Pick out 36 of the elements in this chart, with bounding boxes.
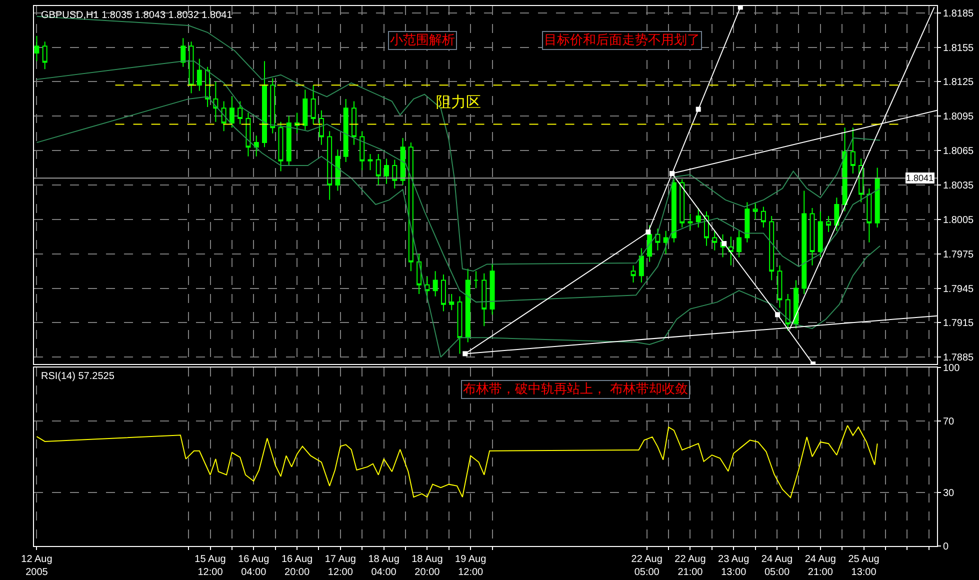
annotation: 布林带，破中轨再站上， 布林带却收敛: [463, 382, 688, 397]
y-tick-label: 1.8035: [943, 180, 974, 192]
x-tick-label: 18 Aug 20:00: [412, 554, 443, 578]
y-tick-label: 0: [943, 542, 949, 552]
x-tick-label: 12 Aug 2005: [21, 554, 52, 578]
x-tick-label: 16 Aug 04:00: [238, 554, 270, 578]
x-tick-label: 23 Aug 13:00: [718, 554, 750, 578]
chart-title: RSI(14) 57.2525: [41, 371, 115, 382]
y-tick-label: 1.8125: [943, 77, 974, 88]
chart-title: GBPUSD,H1 1.8035 1.8043 1.8032 1.8041: [41, 10, 233, 21]
y-tick-label: 70: [943, 416, 955, 428]
ref-line-label: 阻力区: [436, 93, 481, 111]
x-tick-label: 24 Aug 21:00: [804, 554, 836, 578]
y-tick-label: 1.8185: [943, 8, 974, 20]
y-tick-label: 1.8065: [943, 146, 974, 158]
x-tick-label: 18 Aug 04:00: [368, 554, 400, 578]
annotation: 目标价和后面走势不用划了: [544, 33, 700, 48]
x-tick-label: 22 Aug 21:00: [674, 554, 706, 578]
x-tick-label: 15 Aug 12:00: [194, 554, 226, 578]
x-tick-label: 19 Aug 12:00: [455, 554, 486, 578]
y-tick-label: 1.7975: [943, 249, 974, 260]
x-tick-label: 16 Aug 20:00: [281, 554, 313, 578]
ref-line-label: 1.8041: [906, 173, 934, 183]
annotation: 小范围解析: [390, 33, 455, 48]
y-tick-label: 1.7885: [943, 352, 974, 364]
y-tick-label: 30: [943, 488, 955, 499]
y-tick-label: 1.8155: [943, 42, 974, 54]
y-tick-label: 1.8005: [943, 214, 974, 226]
y-tick-label: 100: [943, 362, 960, 374]
y-tick-label: 1.7915: [943, 318, 974, 330]
y-tick-label: 1.7945: [943, 284, 974, 295]
x-tick-label: 25 Aug 13:00: [848, 554, 880, 578]
x-tick-label: 24 Aug 05:00: [761, 554, 793, 578]
x-tick-label: 17 Aug 12:00: [324, 554, 356, 578]
y-tick-label: 1.8095: [943, 112, 974, 123]
x-tick-label: 22 Aug 05:00: [631, 554, 662, 578]
